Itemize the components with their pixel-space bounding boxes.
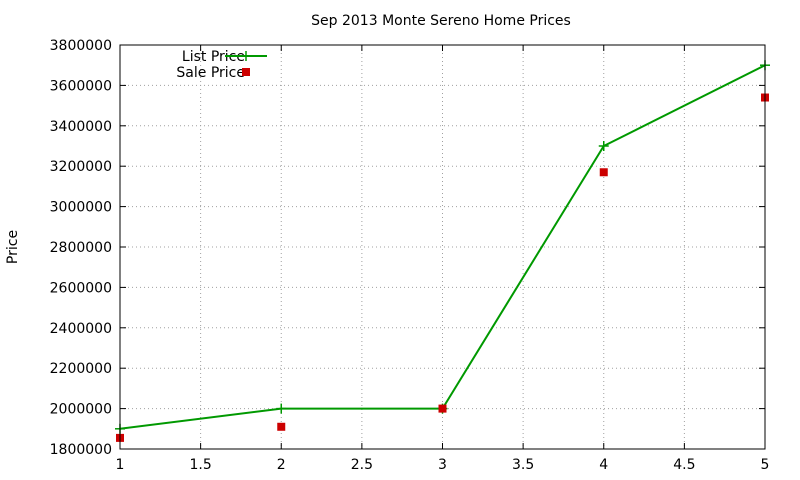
y-tick-label: 3000000 bbox=[50, 200, 112, 216]
x-tick-label: 5 bbox=[761, 457, 770, 473]
y-tick-label: 2600000 bbox=[50, 280, 112, 296]
x-tick-label: 1.5 bbox=[189, 457, 211, 473]
y-tick-label: 3800000 bbox=[50, 38, 112, 54]
legend-label-list-price: List Price bbox=[182, 49, 245, 65]
y-tick-label: 3400000 bbox=[50, 119, 112, 135]
x-tick-label: 3.5 bbox=[512, 457, 534, 473]
x-tick-label: 4.5 bbox=[673, 457, 695, 473]
legend-label-sale-price: Sale Price bbox=[176, 65, 245, 81]
sale-price-point bbox=[438, 404, 447, 413]
x-tick-label: 3 bbox=[438, 457, 447, 473]
legend-marker-sale-price bbox=[242, 68, 250, 76]
chart-title: Sep 2013 Monte Sereno Home Prices bbox=[311, 13, 571, 29]
sale-price-point bbox=[277, 422, 286, 431]
sale-price-point bbox=[599, 168, 608, 177]
axis-layer: 1 1.5 2 2.5 3 3.5 4 4.5 5 1800000 2000000 2200000 24… bbox=[50, 38, 770, 473]
legend-marker-list-price bbox=[241, 51, 251, 61]
y-tick-label: 3600000 bbox=[50, 78, 112, 94]
y-tick-label: 1800000 bbox=[50, 442, 112, 458]
x-tick-label: 1 bbox=[116, 457, 125, 473]
y-tick-label: 2400000 bbox=[50, 321, 112, 337]
y-tick-label: 2800000 bbox=[50, 240, 112, 256]
y-tick-label: 2000000 bbox=[50, 402, 112, 418]
x-tick-label: 4 bbox=[599, 457, 608, 473]
list-price-point bbox=[598, 141, 609, 151]
y-tick-label: 2200000 bbox=[50, 361, 112, 377]
y-axis-label: Price bbox=[5, 230, 21, 264]
grid bbox=[120, 45, 765, 449]
x-tick-label: 2 bbox=[277, 457, 286, 473]
x-tick-label: 2.5 bbox=[351, 457, 373, 473]
y-tick-label: 3200000 bbox=[50, 159, 112, 175]
list-price-point bbox=[276, 403, 287, 414]
